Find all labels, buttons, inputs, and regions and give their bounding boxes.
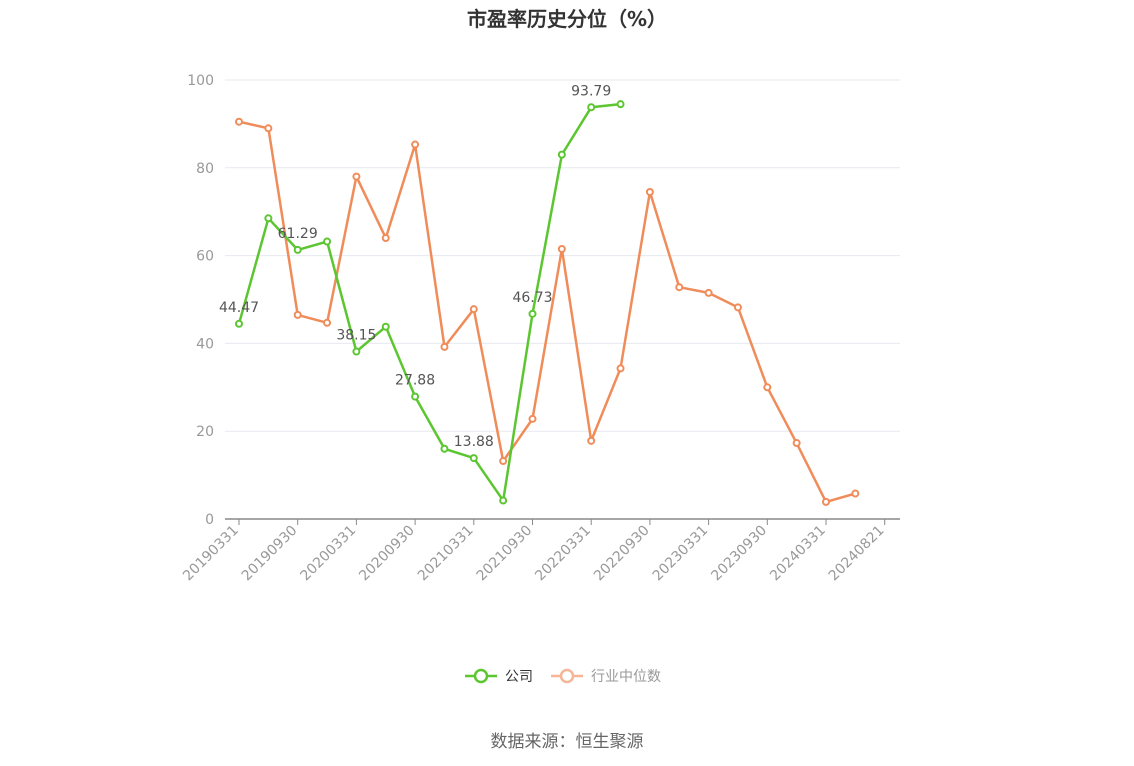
x-tick-label: 20230930 (708, 523, 770, 585)
data-point[interactable] (293, 310, 302, 319)
data-point[interactable] (381, 322, 390, 331)
data-point[interactable] (323, 318, 332, 327)
series-industry-median (235, 117, 860, 506)
series-company (235, 100, 625, 505)
data-point[interactable] (411, 392, 420, 401)
data-point[interactable] (528, 309, 537, 318)
y-tick-label: 60 (196, 249, 214, 265)
y-tick-label: 100 (187, 73, 214, 89)
data-point[interactable] (499, 457, 508, 466)
data-label: 93.79 (571, 83, 611, 99)
data-point[interactable] (352, 347, 361, 356)
data-point[interactable] (645, 187, 654, 196)
data-point[interactable] (323, 237, 332, 246)
data-label: 38.15 (336, 328, 376, 344)
data-point[interactable] (675, 283, 684, 292)
data-point[interactable] (235, 117, 243, 126)
data-point[interactable] (235, 319, 243, 328)
data-source: 数据来源：恒生聚源 (491, 732, 644, 752)
x-tick-label: 20210331 (415, 523, 477, 585)
data-point[interactable] (616, 364, 625, 373)
legend-label: 行业中位数 (591, 669, 661, 685)
series-line (237, 102, 621, 502)
data-point[interactable] (264, 124, 273, 133)
data-label: 44.47 (219, 300, 259, 316)
legend[interactable]: 公司 行业中位数 (465, 668, 661, 685)
data-point[interactable] (411, 140, 420, 149)
series-line (238, 120, 856, 504)
data-point[interactable] (499, 496, 508, 505)
legend-item-industry-median[interactable]: 行业中位数 (551, 668, 661, 685)
data-point[interactable] (528, 414, 537, 423)
data-point[interactable] (704, 288, 713, 297)
x-tick-label: 20240331 (767, 523, 829, 585)
data-point[interactable] (587, 103, 596, 112)
legend-marker (473, 668, 489, 684)
data-label: 46.73 (512, 290, 552, 306)
x-tick-label: 20200331 (298, 523, 360, 585)
data-point[interactable] (381, 234, 390, 243)
data-point[interactable] (440, 342, 449, 351)
data-label: 61.29 (278, 226, 318, 242)
x-tick-label: 20190331 (180, 523, 242, 585)
data-point[interactable] (440, 444, 449, 453)
chart-title: 市盈率历史分位（%） (467, 7, 667, 31)
data-point[interactable] (469, 454, 478, 463)
data-point[interactable] (587, 436, 596, 445)
y-tick-label: 80 (196, 161, 214, 177)
data-point[interactable] (264, 214, 273, 223)
y-tick-label: 0 (205, 512, 214, 528)
x-tick-label: 20220930 (591, 523, 653, 585)
x-tick-label: 20210930 (474, 523, 536, 585)
x-tick-label: 20200930 (356, 523, 418, 585)
data-point[interactable] (557, 150, 566, 159)
legend-item-company[interactable]: 公司 (465, 668, 533, 685)
x-tick-label: 20240821 (826, 523, 888, 585)
y-tick-label: 20 (196, 424, 214, 440)
x-tick-label: 20230331 (650, 523, 712, 585)
y-tick-label: 40 (196, 336, 214, 352)
axes: 0 20 40 60 80 100 2019033120190930202003312020… (180, 73, 900, 584)
legend-marker (559, 668, 575, 684)
data-labels: 44.47 61.29 38.15 27.88 13.88 46.73 93.79 (219, 83, 611, 450)
data-point[interactable] (792, 439, 801, 448)
x-tick-label: 20220331 (532, 523, 594, 585)
data-point[interactable] (616, 100, 625, 109)
data-point[interactable] (352, 172, 361, 181)
series-layer (235, 100, 860, 506)
data-point[interactable] (851, 489, 860, 498)
data-label: 27.88 (395, 373, 435, 389)
data-label: 13.88 (454, 434, 494, 450)
data-point[interactable] (557, 245, 566, 254)
data-point[interactable] (733, 303, 742, 312)
data-point[interactable] (763, 383, 772, 392)
x-tick-label: 20190930 (239, 523, 301, 585)
data-point[interactable] (822, 497, 830, 506)
data-point[interactable] (469, 305, 478, 314)
data-point[interactable] (293, 245, 302, 254)
legend-label: 公司 (505, 669, 533, 685)
